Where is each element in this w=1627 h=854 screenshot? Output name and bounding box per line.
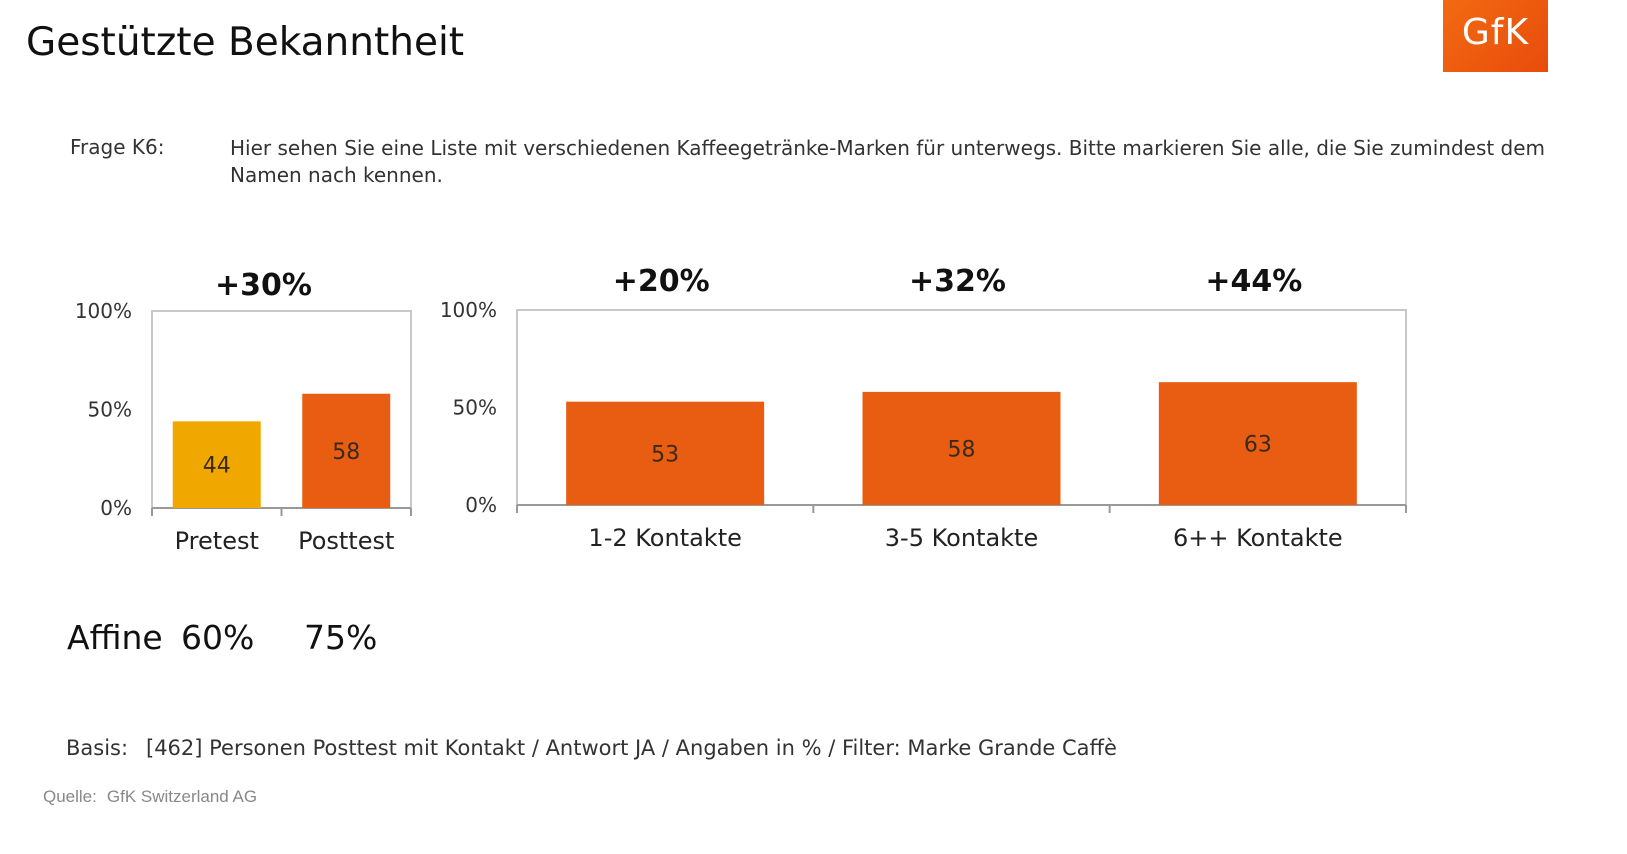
- bar-value-label-0-0: 44: [203, 454, 231, 479]
- y-tick-label-1-0: 0%: [465, 493, 497, 517]
- category-label-0-0: Pretest: [175, 527, 259, 555]
- category-label-0-1: Posttest: [298, 527, 394, 555]
- increase-annotation-1-0: +20%: [613, 264, 710, 299]
- y-tick-label-0-1: 50%: [88, 398, 132, 422]
- bar-0-0: [172, 421, 261, 508]
- charts-area: 0% 50% 100% 44 Pretest 58 Posttest +30% 0% 50% 100…: [75, 264, 1407, 555]
- question-text: Hier sehen Sie eine Liste mit verschiede…: [230, 136, 1546, 187]
- increase-annotation-1-2: +44%: [1205, 264, 1302, 299]
- affine-label: Affine: [67, 618, 163, 657]
- y-tick-label-0-2: 100%: [75, 299, 132, 323]
- page-title: Gestützte Bekanntheit: [26, 20, 465, 65]
- basis-text: [462] Personen Posttest mit Kontakt / An…: [146, 736, 1117, 760]
- increase-annotation-0: +30%: [215, 268, 312, 303]
- category-label-1-2: 6++ Kontakte: [1173, 524, 1343, 552]
- bar-0-1: [302, 393, 391, 508]
- bar-value-label-1-2: 63: [1244, 433, 1272, 458]
- bar-value-label-0-1: 58: [332, 440, 360, 465]
- bar-value-label-1-0: 53: [651, 442, 679, 467]
- bar-1-0: [566, 401, 765, 505]
- y-tick-label-1-1: 50%: [453, 396, 497, 420]
- bar-1-1: [862, 391, 1061, 505]
- source-text: GfK Switzerland AG: [106, 787, 258, 806]
- affine-pretest-value: 60%: [181, 618, 255, 657]
- source-note: Quelle: GfK Switzerland AG: [43, 787, 257, 807]
- basis-label: Basis:: [66, 736, 129, 760]
- source-label: Quelle:: [43, 787, 97, 806]
- gfk-logo: GfK: [1443, 0, 1548, 72]
- affine-posttest-value: 75%: [304, 618, 378, 657]
- basis-note: Basis: [462] Personen Posttest mit Kontak…: [66, 736, 1117, 760]
- category-label-1-1: 3-5 Kontakte: [885, 524, 1038, 552]
- y-tick-label-1-2: 100%: [440, 298, 497, 322]
- y-tick-label-0-0: 0%: [100, 496, 132, 520]
- category-label-1-0: 1-2 Kontakte: [588, 524, 741, 552]
- bar-value-label-1-1: 58: [948, 437, 976, 462]
- question-label: Frage K6:: [70, 135, 165, 159]
- bar-1-2: [1158, 382, 1357, 505]
- increase-annotation-1-1: +32%: [909, 264, 1006, 299]
